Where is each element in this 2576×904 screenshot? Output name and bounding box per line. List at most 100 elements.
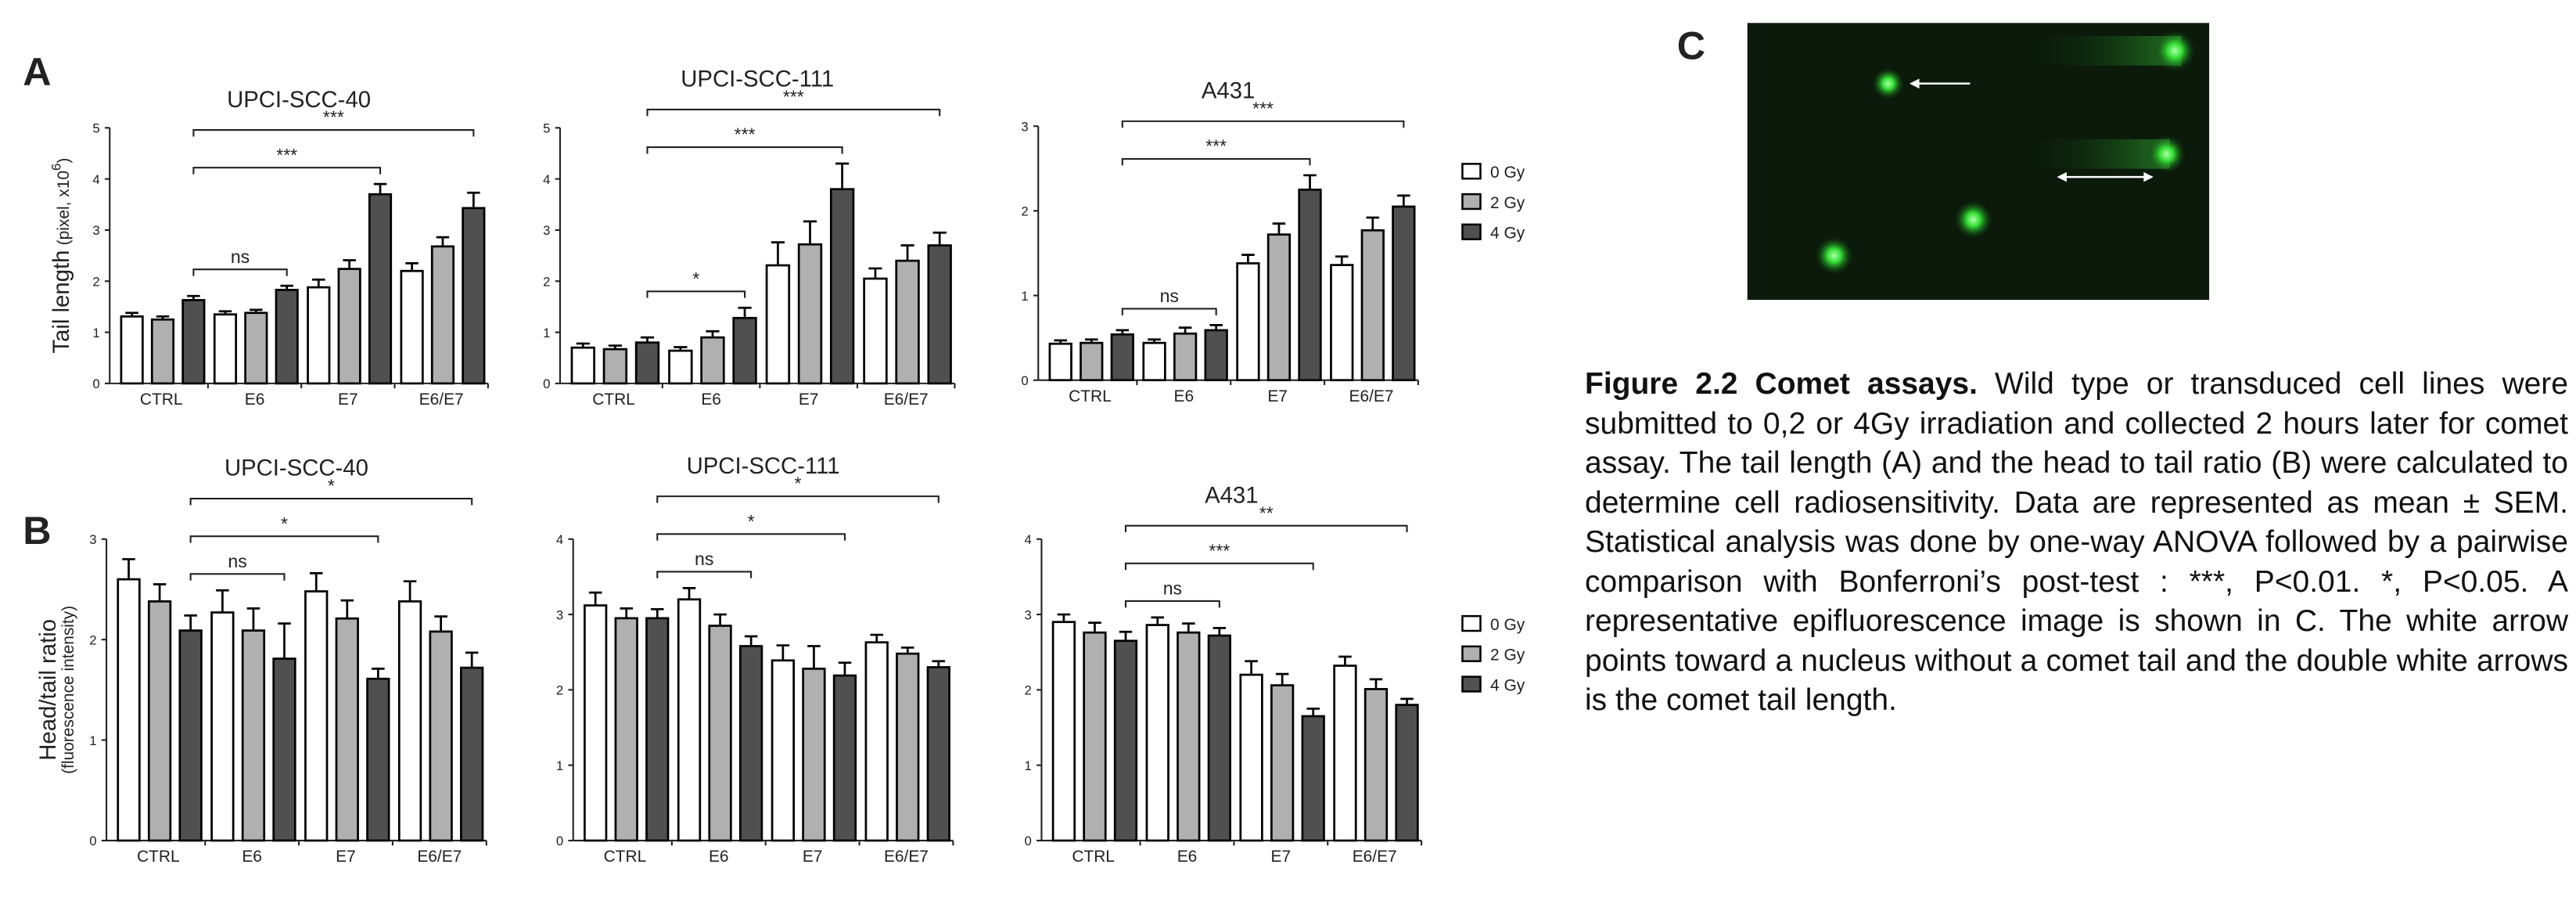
chart-title: A431 <box>1205 482 1258 508</box>
legend-label: 0 Gy <box>1490 164 1525 182</box>
legend-label: 4 Gy <box>1490 676 1525 694</box>
y-tick-label: 1 <box>543 326 550 340</box>
significance-label: ns <box>1163 578 1182 599</box>
bar <box>399 601 421 841</box>
significance-label: *** <box>735 124 756 145</box>
bar <box>276 290 297 384</box>
bar <box>584 606 606 841</box>
y-tick-label: 3 <box>92 223 99 238</box>
bar <box>121 316 142 384</box>
significance-label: * <box>748 511 755 531</box>
x-tick-label: E7 <box>1271 848 1292 866</box>
chart-title: A431 <box>1202 78 1255 104</box>
bar <box>1115 641 1137 841</box>
bar <box>678 600 700 841</box>
y-label-close: ) <box>55 158 73 164</box>
bar <box>646 618 668 841</box>
bar <box>1112 334 1134 380</box>
x-tick-label: E6 <box>709 848 729 866</box>
x-tick-label: E6 <box>242 848 262 866</box>
bar <box>308 287 329 384</box>
page: A B C 012345CTRLE6E7E6/E7ns******UPCI-SC… <box>0 0 2576 904</box>
y-tick-label: 2 <box>1025 683 1032 698</box>
y-tick-label: 5 <box>92 121 99 136</box>
significance-bracket <box>193 269 286 276</box>
chart-title: UPCI-SCC-40 <box>227 87 371 113</box>
bar <box>368 679 390 841</box>
significance-bracket <box>1126 564 1313 570</box>
bar <box>896 654 918 841</box>
significance-bracket <box>1126 526 1407 532</box>
y-tick-label: 4 <box>543 172 550 187</box>
bar <box>432 247 453 384</box>
y-tick-label: 0 <box>92 376 99 391</box>
y-tick-label: 0 <box>556 834 563 848</box>
caption: Figure 2.2 Comet assays. Wild type or tr… <box>1585 365 2568 721</box>
bar <box>118 579 140 841</box>
y-tick-label: 1 <box>1025 758 1032 773</box>
y-label-unit: (pixel, x10 <box>55 171 73 245</box>
bar <box>1271 686 1293 841</box>
legend-swatch <box>1462 164 1480 178</box>
y-tick-label: 4 <box>1025 532 1032 547</box>
legend-label: 4 Gy <box>1490 225 1525 243</box>
bar <box>1205 330 1227 380</box>
bar <box>461 668 483 841</box>
bar <box>866 643 888 841</box>
chart-title: UPCI-SCC-111 <box>687 453 840 479</box>
caption-text: Wild type or transduced cell lines were … <box>1585 367 2568 717</box>
x-tick-label: CTRL <box>1069 387 1112 405</box>
y-tick-label: 1 <box>92 326 99 340</box>
x-tick-label: E6 <box>1174 387 1195 405</box>
y-axis-label: Head/tail ratio <box>35 619 61 761</box>
significance-bracket <box>657 571 751 578</box>
x-tick-label: CTRL <box>1072 848 1115 866</box>
bar <box>180 631 202 841</box>
significance-label: ns <box>228 551 246 571</box>
y-axis-label-unit: (fluorescence intensity) <box>59 606 77 774</box>
x-tick-label: E6/E7 <box>884 391 929 409</box>
legend-label: 0 Gy <box>1490 616 1525 634</box>
y-tick-label: 3 <box>543 223 550 238</box>
bar <box>336 618 358 841</box>
x-tick-label: E6/E7 <box>884 848 929 866</box>
bar <box>928 667 950 840</box>
x-tick-label: E6 <box>245 391 265 409</box>
bar <box>1335 666 1356 841</box>
legend-swatch <box>1462 646 1480 661</box>
bar <box>740 646 762 841</box>
panel-label: A <box>23 50 51 94</box>
significance-bracket <box>193 167 380 174</box>
bar <box>369 194 390 384</box>
y-axis-label: Tail length(pixel, x106) <box>49 158 74 354</box>
x-tick-label: E6/E7 <box>1349 387 1394 405</box>
x-tick-label: E6 <box>701 391 721 409</box>
bar <box>152 319 173 384</box>
significance-label: ** <box>1259 502 1274 523</box>
x-tick-label: CTRL <box>140 391 183 409</box>
bar <box>767 265 789 384</box>
y-tick-label: 0 <box>1021 373 1028 388</box>
y-tick-label: 0 <box>1025 834 1032 848</box>
x-tick-label: E6 <box>1177 848 1198 866</box>
legend-swatch <box>1462 616 1480 631</box>
significance-label: ns <box>1160 286 1179 306</box>
significance-bracket <box>1123 121 1404 128</box>
bar <box>1209 636 1231 841</box>
bar <box>772 661 794 841</box>
bar <box>1080 343 1102 380</box>
y-tick-label: 1 <box>556 758 563 773</box>
chart-title: UPCI-SCC-111 <box>681 67 834 92</box>
significance-bracket <box>647 147 842 153</box>
significance-bracket <box>191 499 472 505</box>
bar <box>702 337 724 384</box>
x-tick-label: E7 <box>799 391 819 409</box>
y-tick-label: 3 <box>89 532 96 547</box>
bar <box>246 313 267 384</box>
bar <box>1238 263 1259 380</box>
bar <box>430 632 452 841</box>
x-tick-label: E6/E7 <box>419 391 464 409</box>
x-tick-label: CTRL <box>137 848 180 866</box>
x-tick-label: CTRL <box>604 848 647 866</box>
y-label-sup: 6 <box>49 164 63 171</box>
